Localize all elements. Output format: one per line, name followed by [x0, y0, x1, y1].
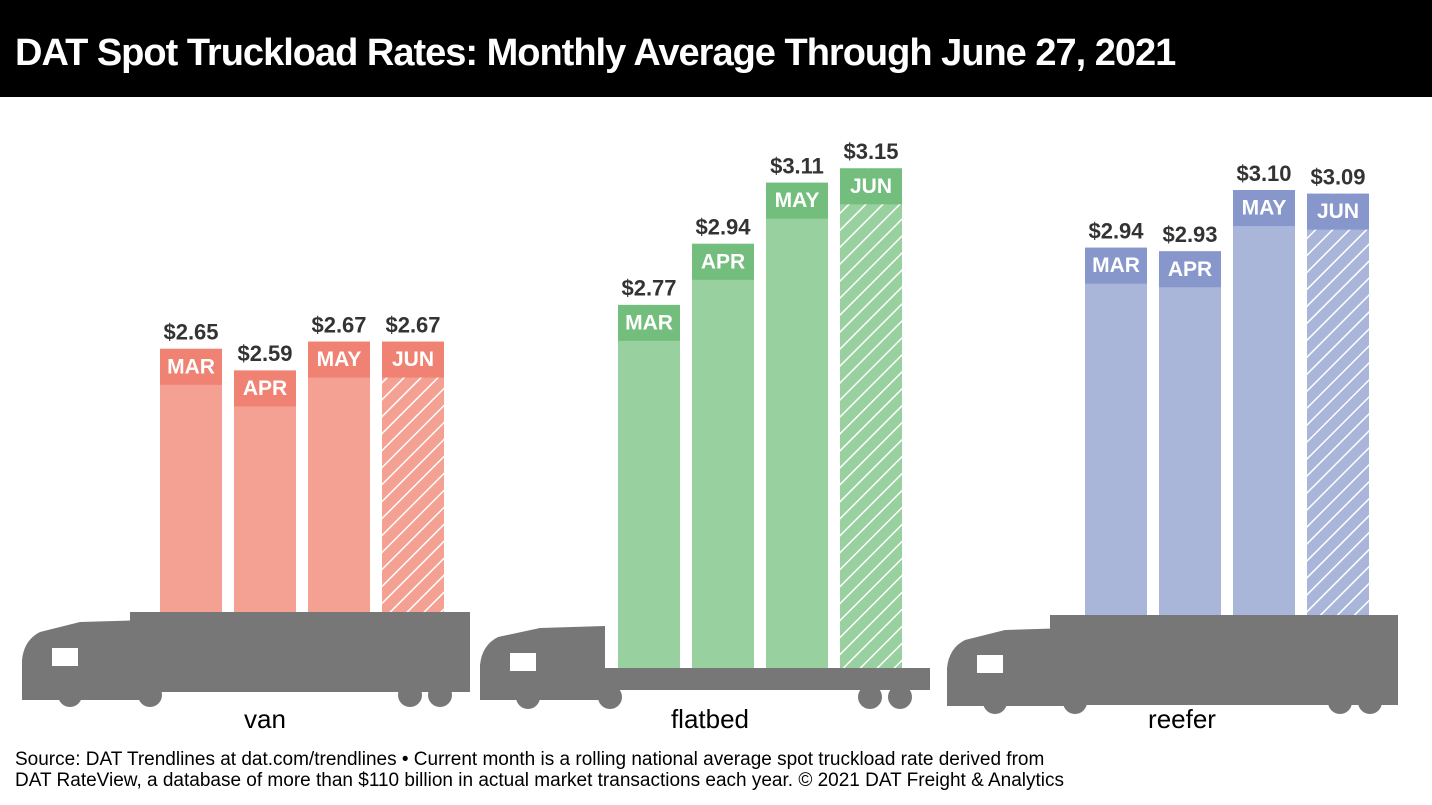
- month-label: JUN: [1317, 200, 1359, 223]
- bar-cap: [766, 182, 828, 219]
- value-label: $3.10: [1236, 161, 1291, 186]
- month-label: MAR: [167, 355, 215, 378]
- reefer-truck: [947, 615, 1398, 714]
- value-label: $2.65: [163, 320, 218, 345]
- value-label: $2.77: [621, 276, 676, 301]
- value-label: $2.94: [695, 215, 751, 240]
- value-label: $2.59: [237, 341, 292, 366]
- title-bar: [0, 0, 1432, 97]
- bar-cap: [1307, 193, 1369, 230]
- value-label: $2.93: [1162, 222, 1217, 247]
- month-label: MAR: [1092, 254, 1140, 277]
- x-label: reefer: [1148, 704, 1216, 734]
- bar-cap: [692, 243, 754, 280]
- bar-cap: [308, 341, 370, 378]
- value-label: $3.09: [1310, 164, 1365, 189]
- flatbed-truck: [480, 626, 930, 709]
- month-label: MAR: [625, 311, 673, 334]
- month-label: MAY: [775, 189, 820, 212]
- month-label: JUN: [850, 175, 892, 198]
- month-label: APR: [1168, 258, 1212, 281]
- bar-cap: [840, 168, 902, 205]
- bar: [692, 243, 754, 668]
- bar-cap: [1159, 251, 1221, 288]
- bar: [234, 370, 296, 612]
- chart-title: DAT Spot Truckload Rates: Monthly Averag…: [15, 32, 1176, 74]
- value-label: $2.67: [311, 312, 366, 337]
- month-label: MAY: [1242, 197, 1287, 220]
- x-label: flatbed: [671, 704, 749, 734]
- source-note: Source: DAT Trendlines at dat.com/trendl…: [15, 749, 1044, 770]
- value-label: $3.11: [770, 153, 824, 178]
- bar: [308, 341, 370, 612]
- bar: [1085, 247, 1147, 615]
- bar-cap: [618, 304, 680, 341]
- month-label: MAY: [317, 348, 362, 371]
- bar-cap: [1233, 190, 1295, 227]
- bar-cap: [160, 348, 222, 385]
- bar: [160, 348, 222, 612]
- bar: [618, 304, 680, 668]
- bar-cap: [382, 341, 444, 378]
- bar: [1159, 251, 1221, 616]
- bar: [766, 182, 828, 669]
- bar-cap: [1085, 247, 1147, 284]
- bar: [1233, 190, 1295, 615]
- month-label: APR: [701, 250, 745, 273]
- value-label: $2.94: [1088, 218, 1144, 243]
- month-label: JUN: [392, 348, 434, 371]
- value-label: $3.15: [843, 139, 898, 164]
- bar: [382, 341, 444, 612]
- x-label: van: [244, 704, 286, 734]
- van-truck: [22, 612, 470, 707]
- value-label: $2.67: [385, 312, 440, 337]
- month-label: APR: [243, 377, 287, 400]
- source-note: DAT RateView, a database of more than $1…: [15, 770, 1064, 791]
- bar: [1307, 193, 1369, 616]
- bar: [840, 168, 902, 668]
- bar-cap: [234, 370, 296, 407]
